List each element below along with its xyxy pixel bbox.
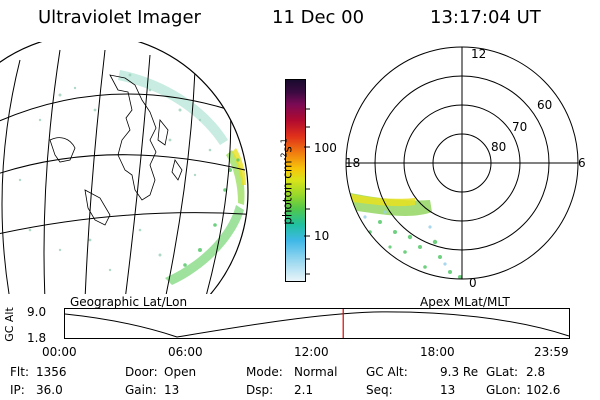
observation-time: 13:17:04 UT — [430, 7, 541, 28]
footer-field-value: 102.6 — [526, 383, 561, 397]
mlt-label-18: 18 — [345, 156, 361, 170]
footer-field-value: 2.8 — [526, 365, 546, 379]
colorbar-tick-10: 10 — [314, 229, 330, 243]
altitude-x-tick: 18:00 — [420, 345, 455, 359]
footer-field-value: 13 — [164, 383, 180, 397]
mlat-label-80: 80 — [491, 140, 507, 154]
altitude-x-tick: 12:00 — [294, 345, 329, 359]
colorbar-ticks — [304, 108, 310, 275]
altitude-y-bottom: 1.8 — [27, 331, 47, 345]
instrument-title: Ultraviolet Imager — [38, 7, 201, 28]
aurora-band — [165, 205, 244, 285]
footer-field-label: Flt: — [10, 365, 29, 379]
footer-field-label: Dsp: — [246, 383, 274, 397]
geographic-map — [0, 42, 249, 294]
geographic-map-label: Geographic Lat/Lon — [70, 295, 188, 309]
altitude-x-tick: 06:00 — [168, 345, 203, 359]
footer-field-value: 2.1 — [294, 383, 314, 397]
footer-field-value: 9.3 Re — [440, 365, 479, 379]
colorbar-tick-100: 100 — [314, 141, 337, 155]
altitude-axis-label: GC Alt — [2, 307, 16, 342]
polar-plot-label: Apex MLat/MLT — [420, 295, 510, 309]
altitude-x-tick: 23:59 — [534, 345, 569, 359]
footer-field-value: 13 — [440, 383, 456, 397]
polar-grid — [345, 46, 579, 280]
colorbar — [285, 79, 306, 282]
observation-date: 11 Dec 00 — [272, 7, 365, 28]
footer-field-value: 1356 — [36, 365, 67, 379]
footer-field-value: Open — [164, 365, 197, 379]
footer-field-value: 36.0 — [36, 383, 63, 397]
altitude-curve — [64, 311, 570, 338]
colorbar-axis-label: photon cm-2s-1 — [279, 138, 295, 225]
mlt-label-6: 6 — [578, 156, 586, 170]
altitude-strip — [64, 308, 570, 339]
mlt-label-0: 0 — [469, 276, 477, 290]
footer-field-label: GLon: — [486, 383, 521, 397]
coastline-outlines — [49, 74, 183, 226]
footer-field-label: Gain: — [125, 383, 157, 397]
altitude-y-top: 9.0 — [27, 305, 47, 319]
footer-field-label: IP: — [10, 383, 25, 397]
polar-plot — [345, 46, 579, 280]
mlt-label-12: 12 — [471, 47, 487, 61]
altitude-x-tick: 00:00 — [42, 345, 77, 359]
mlat-label-70: 70 — [512, 120, 528, 134]
footer-field-value: Normal — [294, 365, 338, 379]
earth-limb — [0, 42, 249, 294]
footer-field-label: Mode: — [246, 365, 283, 379]
footer-field-label: GLat: — [486, 365, 519, 379]
footer-field-label: Door: — [125, 365, 158, 379]
mlat-label-60: 60 — [537, 98, 553, 112]
footer-field-label: GC Alt: — [366, 365, 408, 379]
footer-field-label: Seq: — [366, 383, 393, 397]
